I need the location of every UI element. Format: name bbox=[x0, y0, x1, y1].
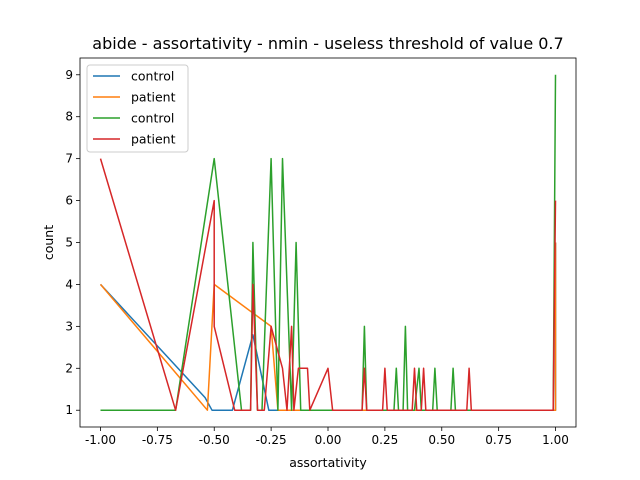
series-line-3 bbox=[99, 158, 557, 411]
y-axis-label: count bbox=[41, 225, 56, 260]
y-tick-label: 4 bbox=[65, 277, 73, 291]
legend-label: patient bbox=[131, 132, 176, 147]
y-tick-label: 1 bbox=[65, 403, 73, 417]
x-axis-ticks: -1.00 -0.75 -0.50 -0.25 0.00 0.25 0.50 0.75 1.00 bbox=[85, 427, 569, 447]
x-tick-label: 1.00 bbox=[542, 433, 569, 447]
y-tick-label: 3 bbox=[65, 319, 73, 333]
legend-box bbox=[86, 64, 189, 153]
x-tick-label: 0.75 bbox=[485, 433, 512, 447]
x-tick-label: -0.75 bbox=[142, 433, 173, 447]
x-tick-label: -1.00 bbox=[85, 433, 116, 447]
x-tick-label: -0.50 bbox=[199, 433, 230, 447]
y-tick-label: 7 bbox=[65, 152, 73, 166]
y-tick-label: 5 bbox=[65, 236, 73, 250]
legend-label: control bbox=[131, 111, 174, 126]
x-tick-label: 0.00 bbox=[315, 433, 342, 447]
x-tick-label: 0.50 bbox=[428, 433, 455, 447]
legend: control patient control patient bbox=[86, 64, 189, 153]
y-tick-label: 2 bbox=[65, 361, 73, 375]
y-tick-label: 6 bbox=[65, 194, 73, 208]
x-tick-label: 0.25 bbox=[372, 433, 399, 447]
legend-label: control bbox=[131, 69, 174, 84]
legend-label: patient bbox=[131, 90, 176, 105]
y-tick-label: 8 bbox=[65, 110, 73, 124]
x-tick-label: -0.25 bbox=[256, 433, 287, 447]
y-axis-ticks: 1 2 3 4 5 6 7 8 9 bbox=[65, 68, 80, 417]
x-axis-label: assortativity bbox=[289, 455, 367, 470]
series-lines bbox=[99, 74, 557, 411]
chart-title: abide - assortativity - nmin - useless t… bbox=[92, 34, 563, 53]
y-tick-label: 9 bbox=[65, 68, 73, 82]
